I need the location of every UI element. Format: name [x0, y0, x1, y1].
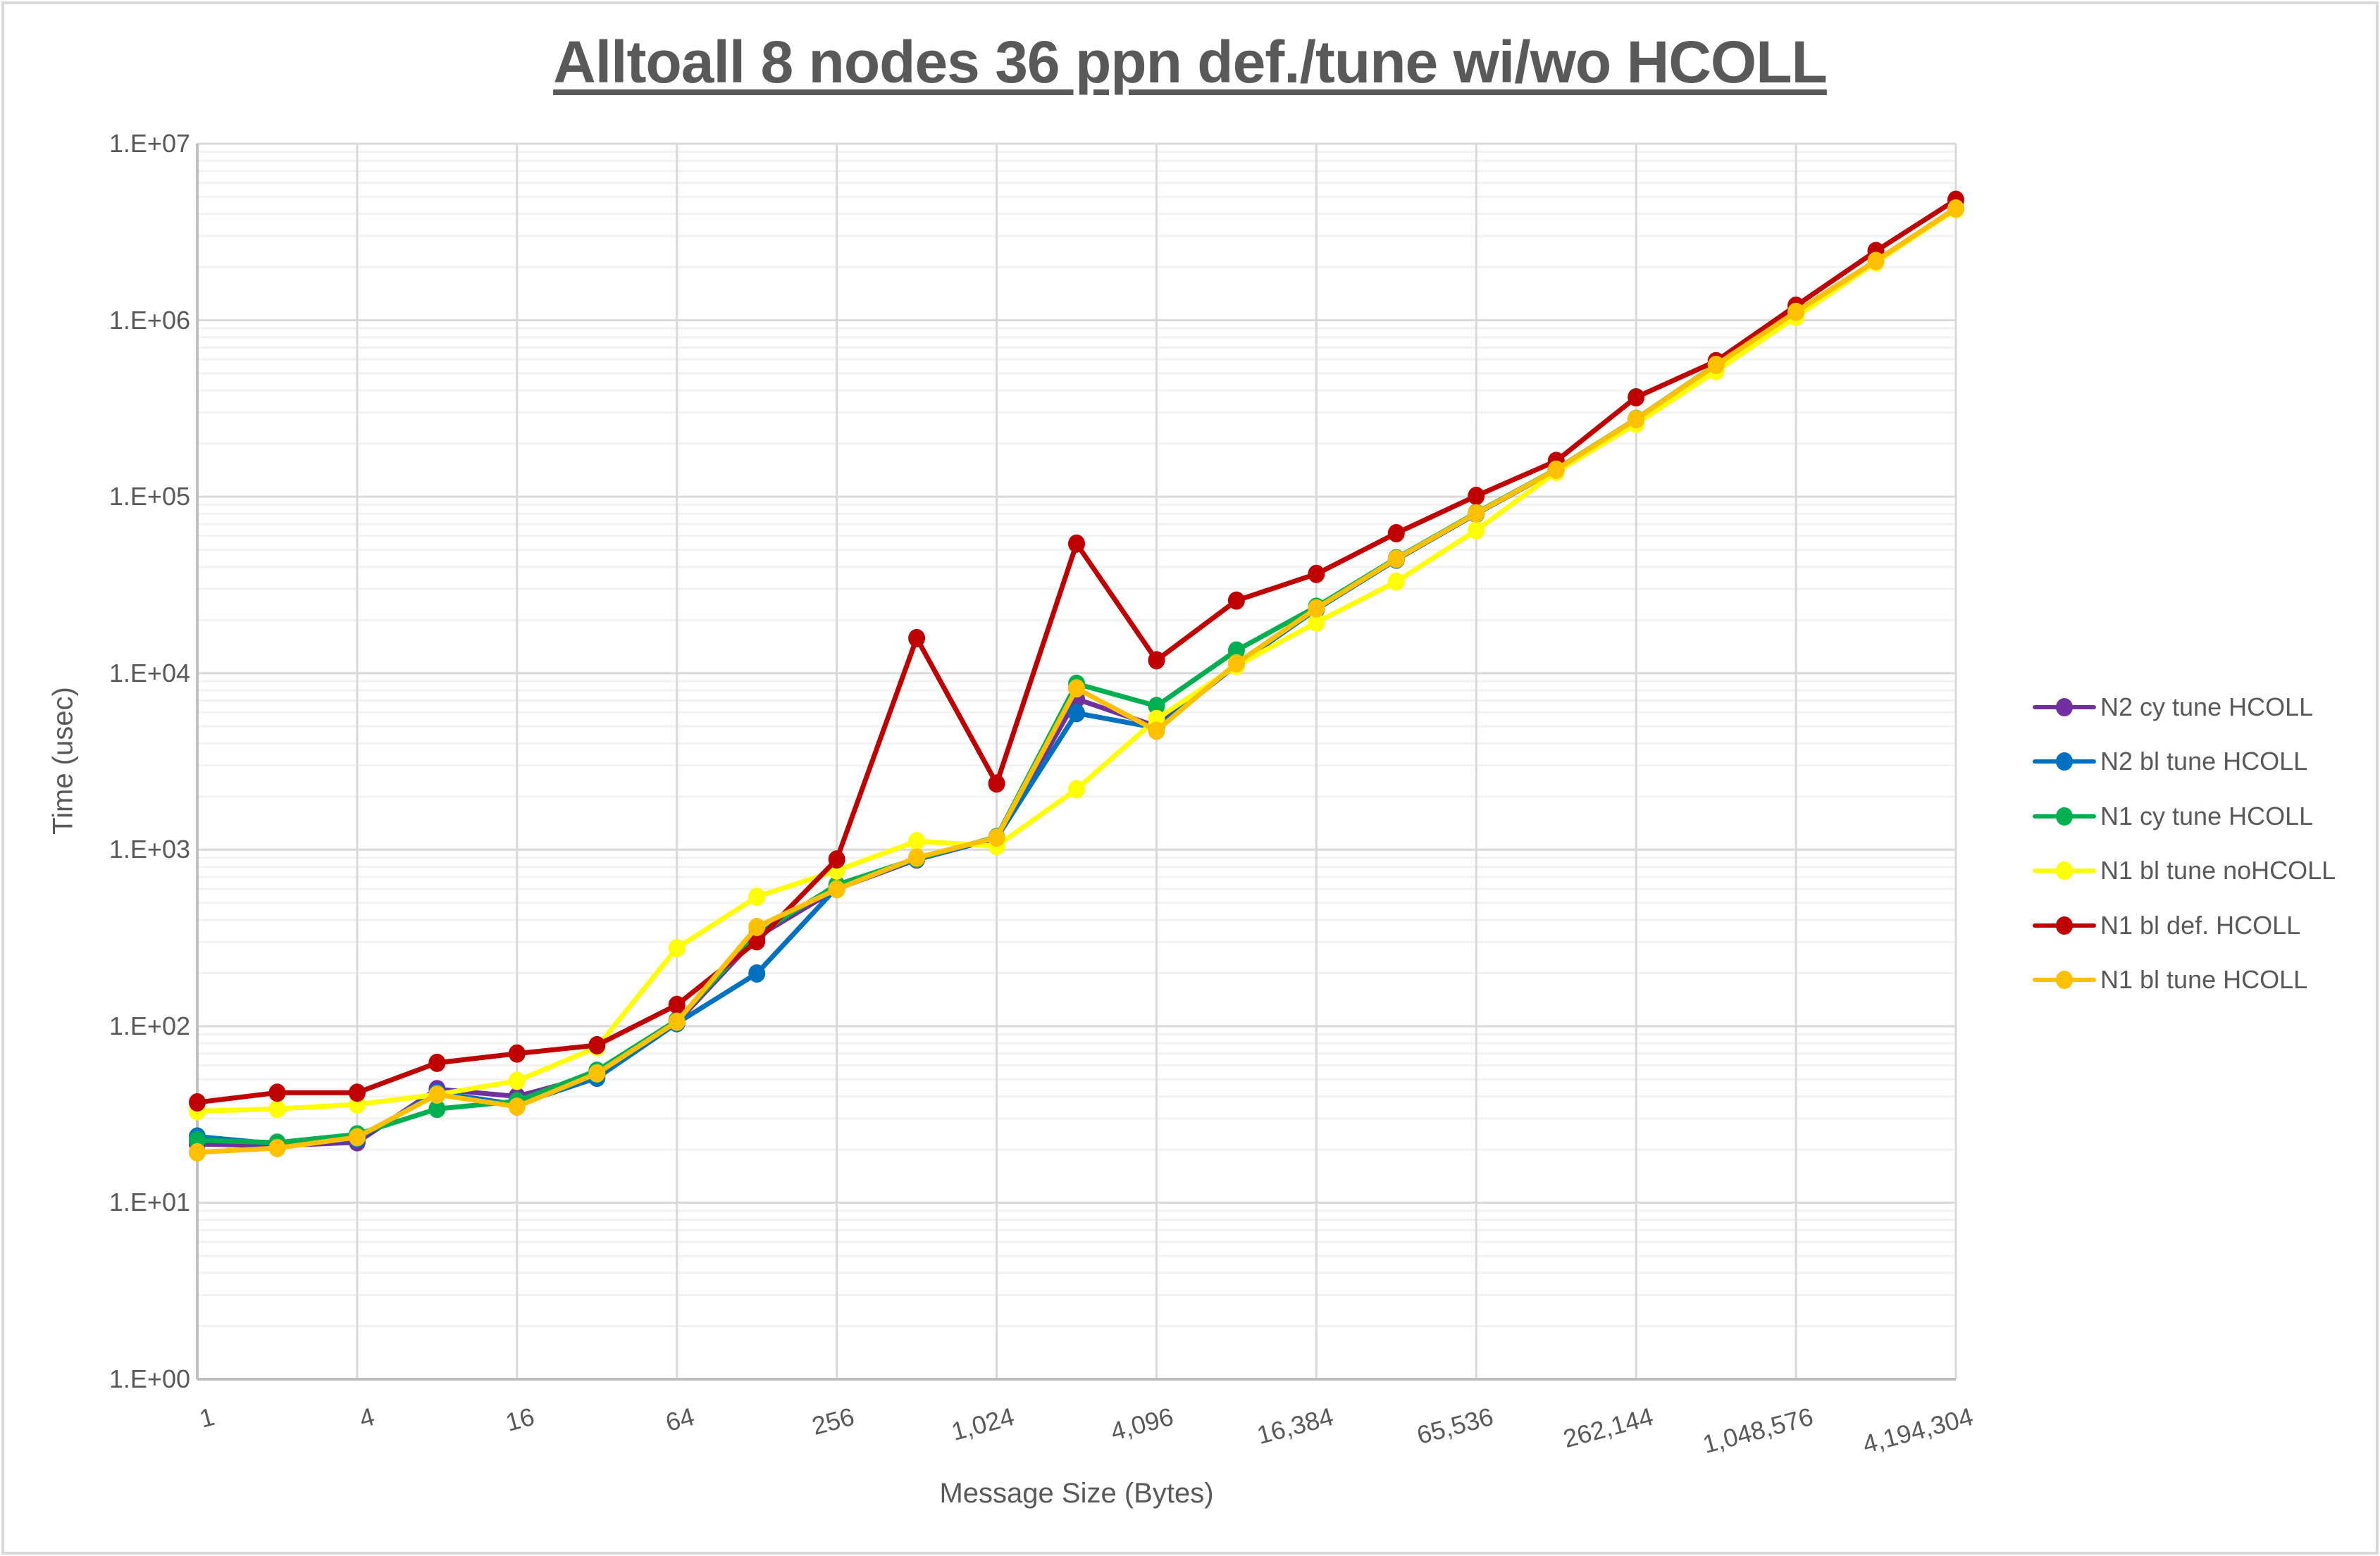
- y-axis-title: Time (usec): [47, 687, 79, 835]
- data-point: [189, 1143, 206, 1162]
- y-tick-label: 1.E+02: [109, 1011, 190, 1040]
- y-tick-label: 1.E+00: [109, 1364, 190, 1393]
- data-point: [908, 628, 926, 647]
- data-point: [1308, 599, 1325, 618]
- data-point: [1068, 534, 1085, 553]
- series-line: [197, 197, 1957, 1105]
- legend-item: N2 bl tune HCOLL: [2033, 735, 2336, 790]
- data-point: [268, 1100, 286, 1119]
- data-point: [1227, 654, 1245, 673]
- data-point: [1547, 460, 1565, 479]
- data-point: [1148, 697, 1165, 716]
- y-tick-label: 1.E+05: [109, 482, 190, 511]
- legend-label: N2 cy tune HCOLL: [2100, 692, 2314, 721]
- data-point: [908, 848, 926, 867]
- data-point: [1468, 504, 1485, 523]
- data-point: [1068, 679, 1085, 698]
- data-point: [668, 1012, 686, 1031]
- legend: N2 cy tune HCOLL N2 bl tune HCOLL N1 cy tu…: [2033, 680, 2336, 1007]
- data-point: [1387, 549, 1405, 568]
- data-point: [1227, 591, 1245, 610]
- legend-marker-icon: [2033, 969, 2096, 990]
- data-point: [1947, 199, 1964, 218]
- data-point: [668, 938, 686, 957]
- data-point: [1628, 410, 1645, 429]
- data-point: [748, 917, 766, 936]
- data-point: [189, 1093, 206, 1112]
- data-point: [428, 1053, 446, 1072]
- data-point: [1468, 487, 1485, 506]
- data-point: [1628, 387, 1645, 406]
- legend-label: N1 bl tune noHCOLL: [2100, 856, 2336, 885]
- data-point: [1468, 521, 1485, 540]
- y-tick-label: 1.E+01: [109, 1188, 190, 1217]
- data-point: [268, 1083, 286, 1102]
- data-point: [668, 995, 686, 1014]
- data-point: [1387, 572, 1405, 591]
- legend-item: N2 cy tune HCOLL: [2033, 680, 2336, 735]
- data-point: [1387, 523, 1405, 542]
- data-point: [1068, 780, 1085, 799]
- data-point: [1308, 613, 1325, 632]
- data-point: [268, 1138, 286, 1157]
- legend-marker-icon: [2033, 806, 2096, 827]
- y-tick-label: 1.E+07: [109, 129, 190, 158]
- data-point: [748, 932, 766, 951]
- y-tick-label: 1.E+06: [109, 305, 190, 335]
- data-point: [828, 850, 845, 869]
- legend-label: N2 bl tune HCOLL: [2100, 747, 2308, 776]
- data-point: [988, 774, 1005, 793]
- legend-item: N1 bl def. HCOLL: [2033, 898, 2336, 953]
- series-line: [197, 207, 1957, 1114]
- x-axis-title: Message Size (Bytes): [939, 1478, 1214, 1509]
- legend-marker-icon: [2033, 915, 2096, 936]
- y-tick-label: 1.E+03: [109, 835, 190, 864]
- data-point: [1308, 564, 1325, 583]
- data-point: [1148, 721, 1165, 740]
- legend-label: N1 bl tune HCOLL: [2100, 965, 2308, 995]
- data-point: [348, 1083, 366, 1102]
- data-point: [908, 832, 926, 851]
- data-point: [428, 1085, 446, 1104]
- data-point: [1227, 641, 1245, 660]
- chart-title: Alltoall 8 nodes 36 ppn def./tune wi/wo …: [553, 29, 1828, 95]
- legend-item: N1 bl tune noHCOLL: [2033, 844, 2336, 899]
- legend-marker-icon: [2033, 751, 2096, 772]
- data-point: [588, 1035, 606, 1054]
- data-point: [1787, 302, 1805, 321]
- data-point: [588, 1064, 606, 1083]
- data-point: [988, 828, 1005, 847]
- data-point: [508, 1097, 526, 1116]
- data-point: [1707, 356, 1725, 375]
- data-point: [748, 888, 766, 907]
- data-point: [1068, 704, 1085, 723]
- data-point: [508, 1071, 526, 1090]
- data-point: [748, 964, 766, 983]
- data-point: [508, 1044, 526, 1063]
- legend-item: N1 cy tune HCOLL: [2033, 789, 2336, 844]
- data-point: [828, 880, 845, 899]
- data-point: [1148, 651, 1165, 670]
- data-point: [428, 1100, 446, 1119]
- data-point: [1867, 251, 1885, 270]
- legend-marker-icon: [2033, 697, 2096, 718]
- legend-label: N1 cy tune HCOLL: [2100, 801, 2314, 830]
- legend-marker-icon: [2033, 860, 2096, 881]
- data-point: [348, 1128, 366, 1147]
- legend-item: N1 bl tune HCOLL: [2033, 953, 2336, 1008]
- legend-label: N1 bl def. HCOLL: [2100, 910, 2301, 940]
- y-tick-label: 1.E+04: [109, 658, 190, 687]
